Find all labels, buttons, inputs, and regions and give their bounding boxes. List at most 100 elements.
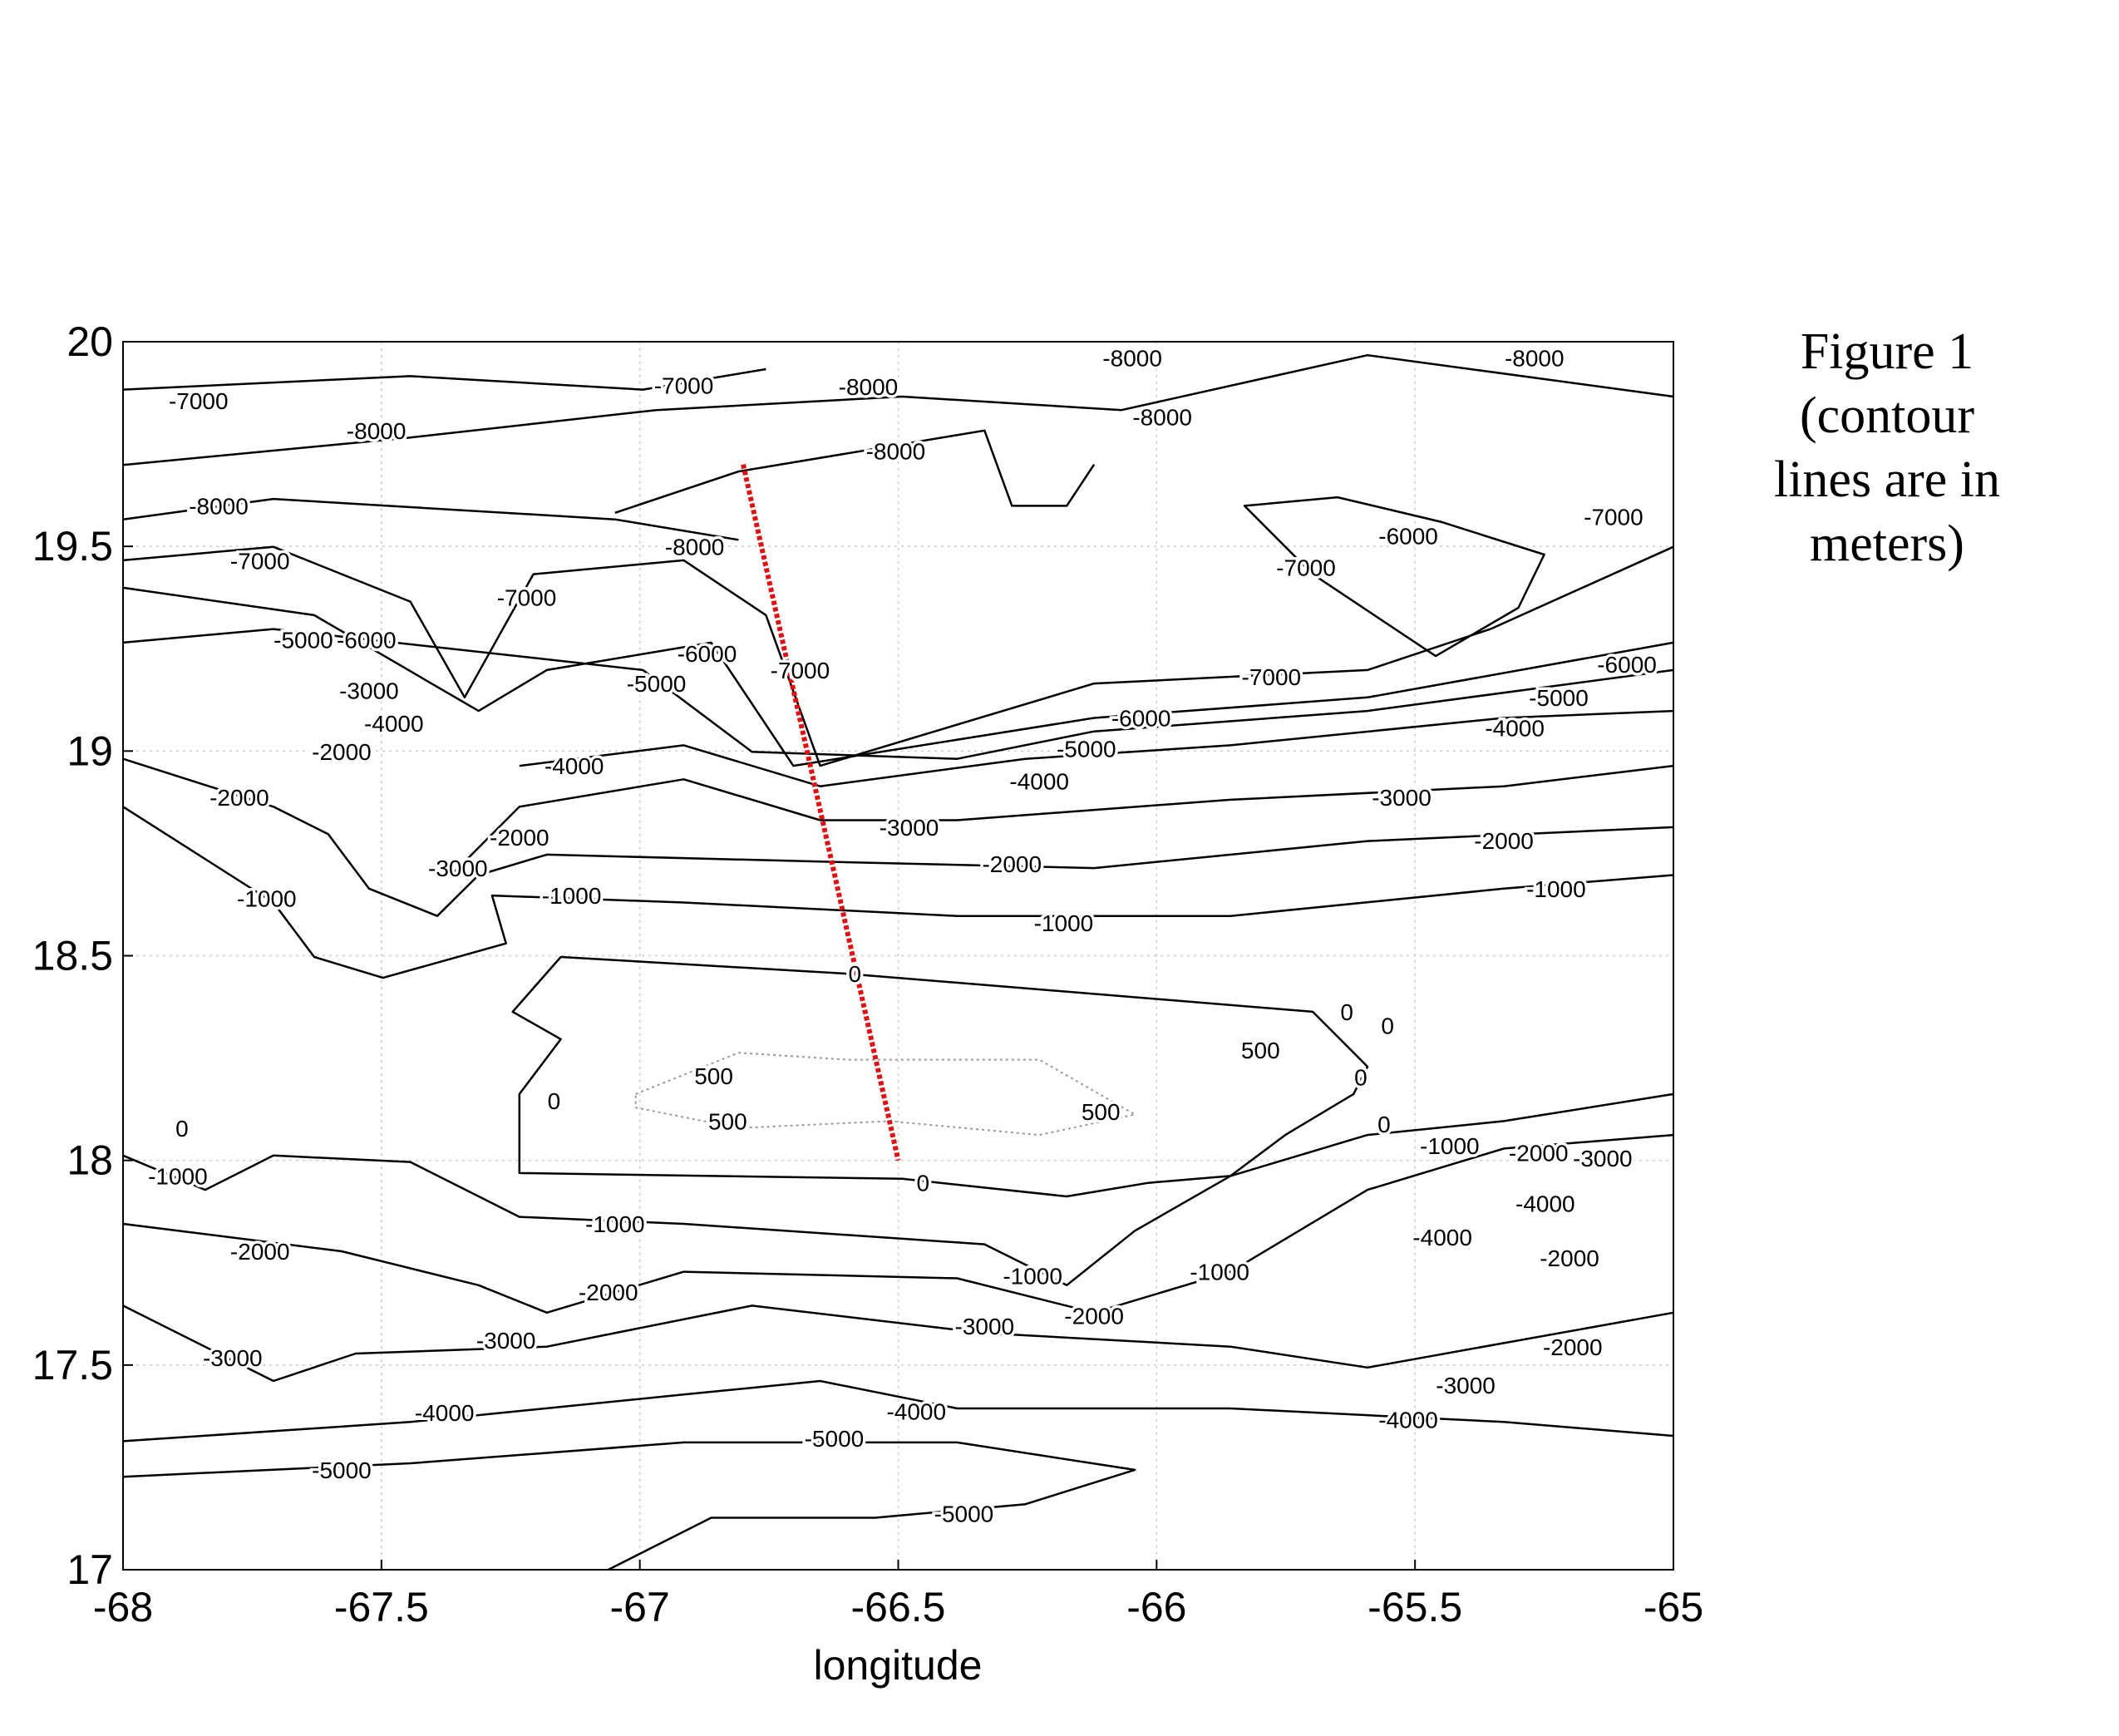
contour-label: -1000 bbox=[237, 886, 297, 912]
x-tick-label: -67.5 bbox=[334, 1584, 429, 1630]
contour-label: 0 bbox=[917, 1171, 930, 1196]
contour-label: -3000 bbox=[339, 678, 399, 703]
contour-label: -3000 bbox=[955, 1314, 1015, 1339]
x-tick-label: -67 bbox=[610, 1584, 670, 1630]
contour-label: -6000 bbox=[1378, 523, 1438, 549]
contour-line-minus3000 bbox=[450, 764, 1674, 876]
caption-line: (contour bbox=[1799, 387, 1975, 444]
contour-line-minus4000 bbox=[519, 709, 1674, 787]
contour-label: 500 bbox=[694, 1063, 733, 1089]
y-tick-label: 17 bbox=[67, 1546, 113, 1593]
contour-label: -8000 bbox=[1102, 346, 1162, 372]
contour-label: -3000 bbox=[1372, 785, 1432, 811]
contour-label: -2000 bbox=[209, 785, 269, 811]
figure-caption: Figure 1 (contour lines are in meters) bbox=[1712, 320, 2062, 576]
x-axis-label: longitude bbox=[814, 1642, 983, 1689]
contour-label: -7000 bbox=[497, 585, 557, 611]
y-tick-label: 19.5 bbox=[32, 523, 113, 570]
contour-line-minus6000 bbox=[122, 586, 1674, 767]
x-tick-label: -66.5 bbox=[851, 1584, 946, 1630]
contour-label: -7000 bbox=[1276, 555, 1336, 580]
contour-label: -6000 bbox=[337, 627, 397, 653]
contour-label: -7000 bbox=[771, 658, 830, 683]
contour-label: -4000 bbox=[886, 1398, 946, 1424]
contour-label: -5000 bbox=[934, 1502, 994, 1527]
contour-label: 0 bbox=[548, 1088, 561, 1114]
contour-label: -1000 bbox=[1190, 1260, 1249, 1285]
contour-label: -4000 bbox=[415, 1400, 475, 1426]
contour-label: -7000 bbox=[1584, 505, 1643, 530]
contour-line-minus2000 bbox=[122, 757, 1674, 917]
contour-label: -3000 bbox=[476, 1328, 536, 1354]
y-tick-label: 18.5 bbox=[32, 933, 113, 979]
contour-lines bbox=[122, 353, 1674, 1571]
contour-label: -4000 bbox=[364, 711, 424, 737]
contour-line-minus7000 bbox=[122, 367, 766, 391]
contour-labels: -7000 -8000 -7000 -8000 -8000 -8000 -8000 -8000… bbox=[145, 343, 1660, 1530]
contour-label: -3000 bbox=[1436, 1373, 1496, 1398]
contour-label: -3000 bbox=[203, 1345, 263, 1371]
contour-label: -2000 bbox=[982, 851, 1042, 877]
contour-label: -5000 bbox=[627, 671, 687, 697]
contour-label: -2000 bbox=[230, 1239, 290, 1265]
contour-label: -2000 bbox=[312, 739, 372, 765]
contour-line-minus3000 bbox=[122, 1304, 1674, 1383]
contour-label: -1000 bbox=[585, 1211, 645, 1237]
y-tick-label: 20 bbox=[67, 318, 113, 365]
contour-label: -8000 bbox=[839, 374, 899, 400]
contour-label: -2000 bbox=[579, 1280, 638, 1305]
contour-label: -4000 bbox=[1412, 1225, 1472, 1250]
contour-line-0 bbox=[511, 955, 1369, 1198]
x-tick-label: -65.5 bbox=[1367, 1584, 1462, 1630]
contour-label: 500 bbox=[1082, 1099, 1121, 1125]
contour-label: -8000 bbox=[189, 493, 249, 519]
contour-label: -8000 bbox=[665, 535, 725, 560]
contour-line-minus8000 bbox=[122, 353, 1674, 466]
contour-label: 0 bbox=[1354, 1065, 1367, 1091]
contour-label: -5000 bbox=[312, 1457, 372, 1483]
y-axis-ticks: 17 17.5 18 18.5 19 19.5 20 bbox=[32, 318, 133, 1593]
contour-line-minus7000 bbox=[1243, 496, 1545, 658]
contour-label: -1000 bbox=[1003, 1264, 1062, 1290]
x-tick-label: -68 bbox=[93, 1584, 153, 1630]
contour-label: 0 bbox=[1340, 999, 1353, 1025]
contour-label: -7000 bbox=[654, 373, 714, 399]
contour-label: 0 bbox=[848, 961, 861, 987]
contour-label: -8000 bbox=[866, 438, 926, 464]
contour-label: -2000 bbox=[1540, 1245, 1599, 1271]
transect-path bbox=[741, 464, 901, 1161]
contour-label: -5000 bbox=[273, 627, 333, 653]
contour-line-minus8000 bbox=[614, 429, 1096, 514]
contour-label: -5000 bbox=[1057, 737, 1116, 762]
contour-line-minus5000 bbox=[122, 1441, 1136, 1571]
contour-label: -3000 bbox=[1573, 1146, 1633, 1171]
transect-line bbox=[741, 464, 901, 1161]
contour-line-500 bbox=[634, 1052, 1136, 1137]
y-tick-label: 18 bbox=[67, 1137, 113, 1184]
contour-label: -1000 bbox=[542, 883, 602, 909]
contour-label: -3000 bbox=[880, 815, 939, 841]
contour-label: -2000 bbox=[1064, 1303, 1124, 1329]
contour-label: -1000 bbox=[148, 1163, 208, 1189]
contour-label: -2000 bbox=[490, 825, 549, 851]
contour-line-minus4000 bbox=[122, 1379, 1674, 1443]
x-axis-ticks: -68 -67.5 -67 -66.5 -66 -65.5 -65 bbox=[93, 1560, 1703, 1630]
contour-label: -8000 bbox=[347, 418, 407, 444]
contour-label: -8000 bbox=[1505, 346, 1565, 372]
caption-line: meters) bbox=[1810, 515, 1964, 572]
contour-label: -3000 bbox=[428, 856, 488, 881]
contour-label: -1000 bbox=[1526, 876, 1586, 902]
contour-label: -2000 bbox=[1509, 1140, 1569, 1166]
contour-line-minus8000 bbox=[122, 497, 739, 541]
contour-label: 500 bbox=[708, 1108, 747, 1134]
contour-label: -6000 bbox=[1597, 652, 1657, 678]
contour-line-minus1000 bbox=[122, 1092, 1674, 1287]
contour-label: -5000 bbox=[1529, 685, 1589, 711]
contour-line-minus1000 bbox=[122, 806, 1674, 979]
contour-label: 0 bbox=[1381, 1013, 1394, 1039]
caption-line: Figure 1 bbox=[1800, 323, 1974, 380]
x-tick-label: -66 bbox=[1126, 1584, 1186, 1630]
contour-label: 0 bbox=[1377, 1112, 1391, 1137]
contour-label: -1000 bbox=[1420, 1133, 1480, 1159]
